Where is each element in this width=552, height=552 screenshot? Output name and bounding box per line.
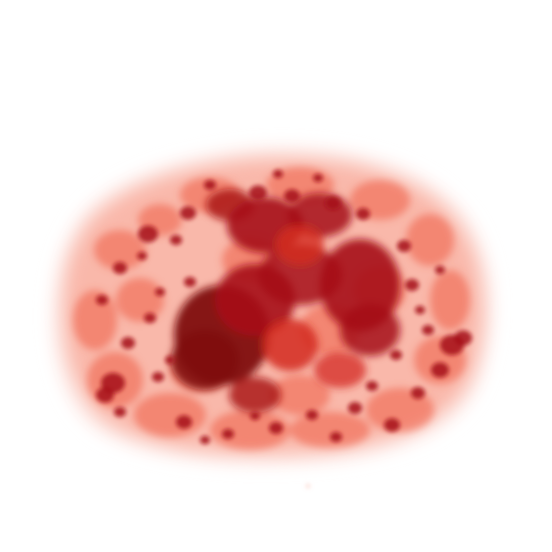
dark-speckle — [411, 387, 425, 399]
mottle-patch — [134, 393, 206, 437]
dark-speckle — [152, 371, 164, 383]
core-lobe — [229, 377, 281, 413]
dark-speckle — [137, 251, 147, 261]
dark-speckle — [330, 431, 342, 443]
dark-speckle — [422, 324, 434, 336]
dark-speckle — [180, 206, 196, 220]
core-lobe — [262, 319, 318, 371]
dark-speckle — [96, 294, 108, 306]
dark-speckle — [138, 225, 158, 243]
dark-speckle — [397, 240, 411, 252]
mottle-patch — [94, 230, 146, 270]
dark-speckle — [165, 355, 175, 365]
dark-speckle — [204, 179, 216, 191]
dark-speckle — [176, 415, 192, 429]
dark-speckle — [325, 196, 341, 210]
mottle-patch — [270, 375, 330, 415]
dark-speckle — [384, 418, 400, 432]
dark-speckle — [435, 265, 445, 275]
dark-speckles — [96, 169, 472, 488]
core-lobe — [171, 330, 239, 390]
dark-speckle — [121, 337, 135, 349]
core-lobe — [206, 189, 254, 221]
dark-speckle — [356, 208, 370, 220]
dark-speckle — [249, 185, 267, 201]
mottle-patch — [290, 412, 370, 448]
core-lobe — [340, 304, 400, 356]
dark-speckle — [454, 330, 472, 346]
mottle-patch — [430, 270, 470, 330]
dark-speckle — [269, 422, 283, 434]
dark-speckle — [222, 428, 234, 440]
core-lobe — [276, 225, 324, 265]
mottle-patch — [366, 388, 434, 432]
mottle-patch — [406, 214, 454, 266]
mottle-patch — [116, 278, 164, 322]
dark-speckle — [170, 234, 182, 246]
dark-speckle — [113, 262, 127, 274]
stray-dot — [306, 484, 310, 488]
dark-speckle — [273, 169, 283, 179]
mottle-patch — [210, 410, 290, 450]
dark-speckle — [200, 435, 210, 445]
dark-speckle — [96, 387, 114, 403]
dark-speckle — [114, 406, 126, 418]
dark-speckle — [144, 312, 156, 324]
dark-speckle — [284, 189, 300, 203]
mottle-patch — [73, 290, 117, 350]
dark-speckle — [415, 305, 425, 315]
dark-speckle — [405, 279, 419, 291]
core-lobe — [314, 352, 366, 388]
dark-speckle — [184, 276, 196, 288]
dark-speckle — [250, 411, 260, 421]
dark-speckle — [366, 380, 378, 392]
dark-speckle — [306, 409, 318, 421]
dark-speckle — [155, 287, 165, 297]
dark-speckle — [313, 173, 323, 183]
dark-core-mass — [171, 189, 400, 413]
dark-speckle — [431, 362, 449, 378]
dark-speckle — [348, 402, 362, 414]
dark-speckle — [390, 349, 402, 361]
